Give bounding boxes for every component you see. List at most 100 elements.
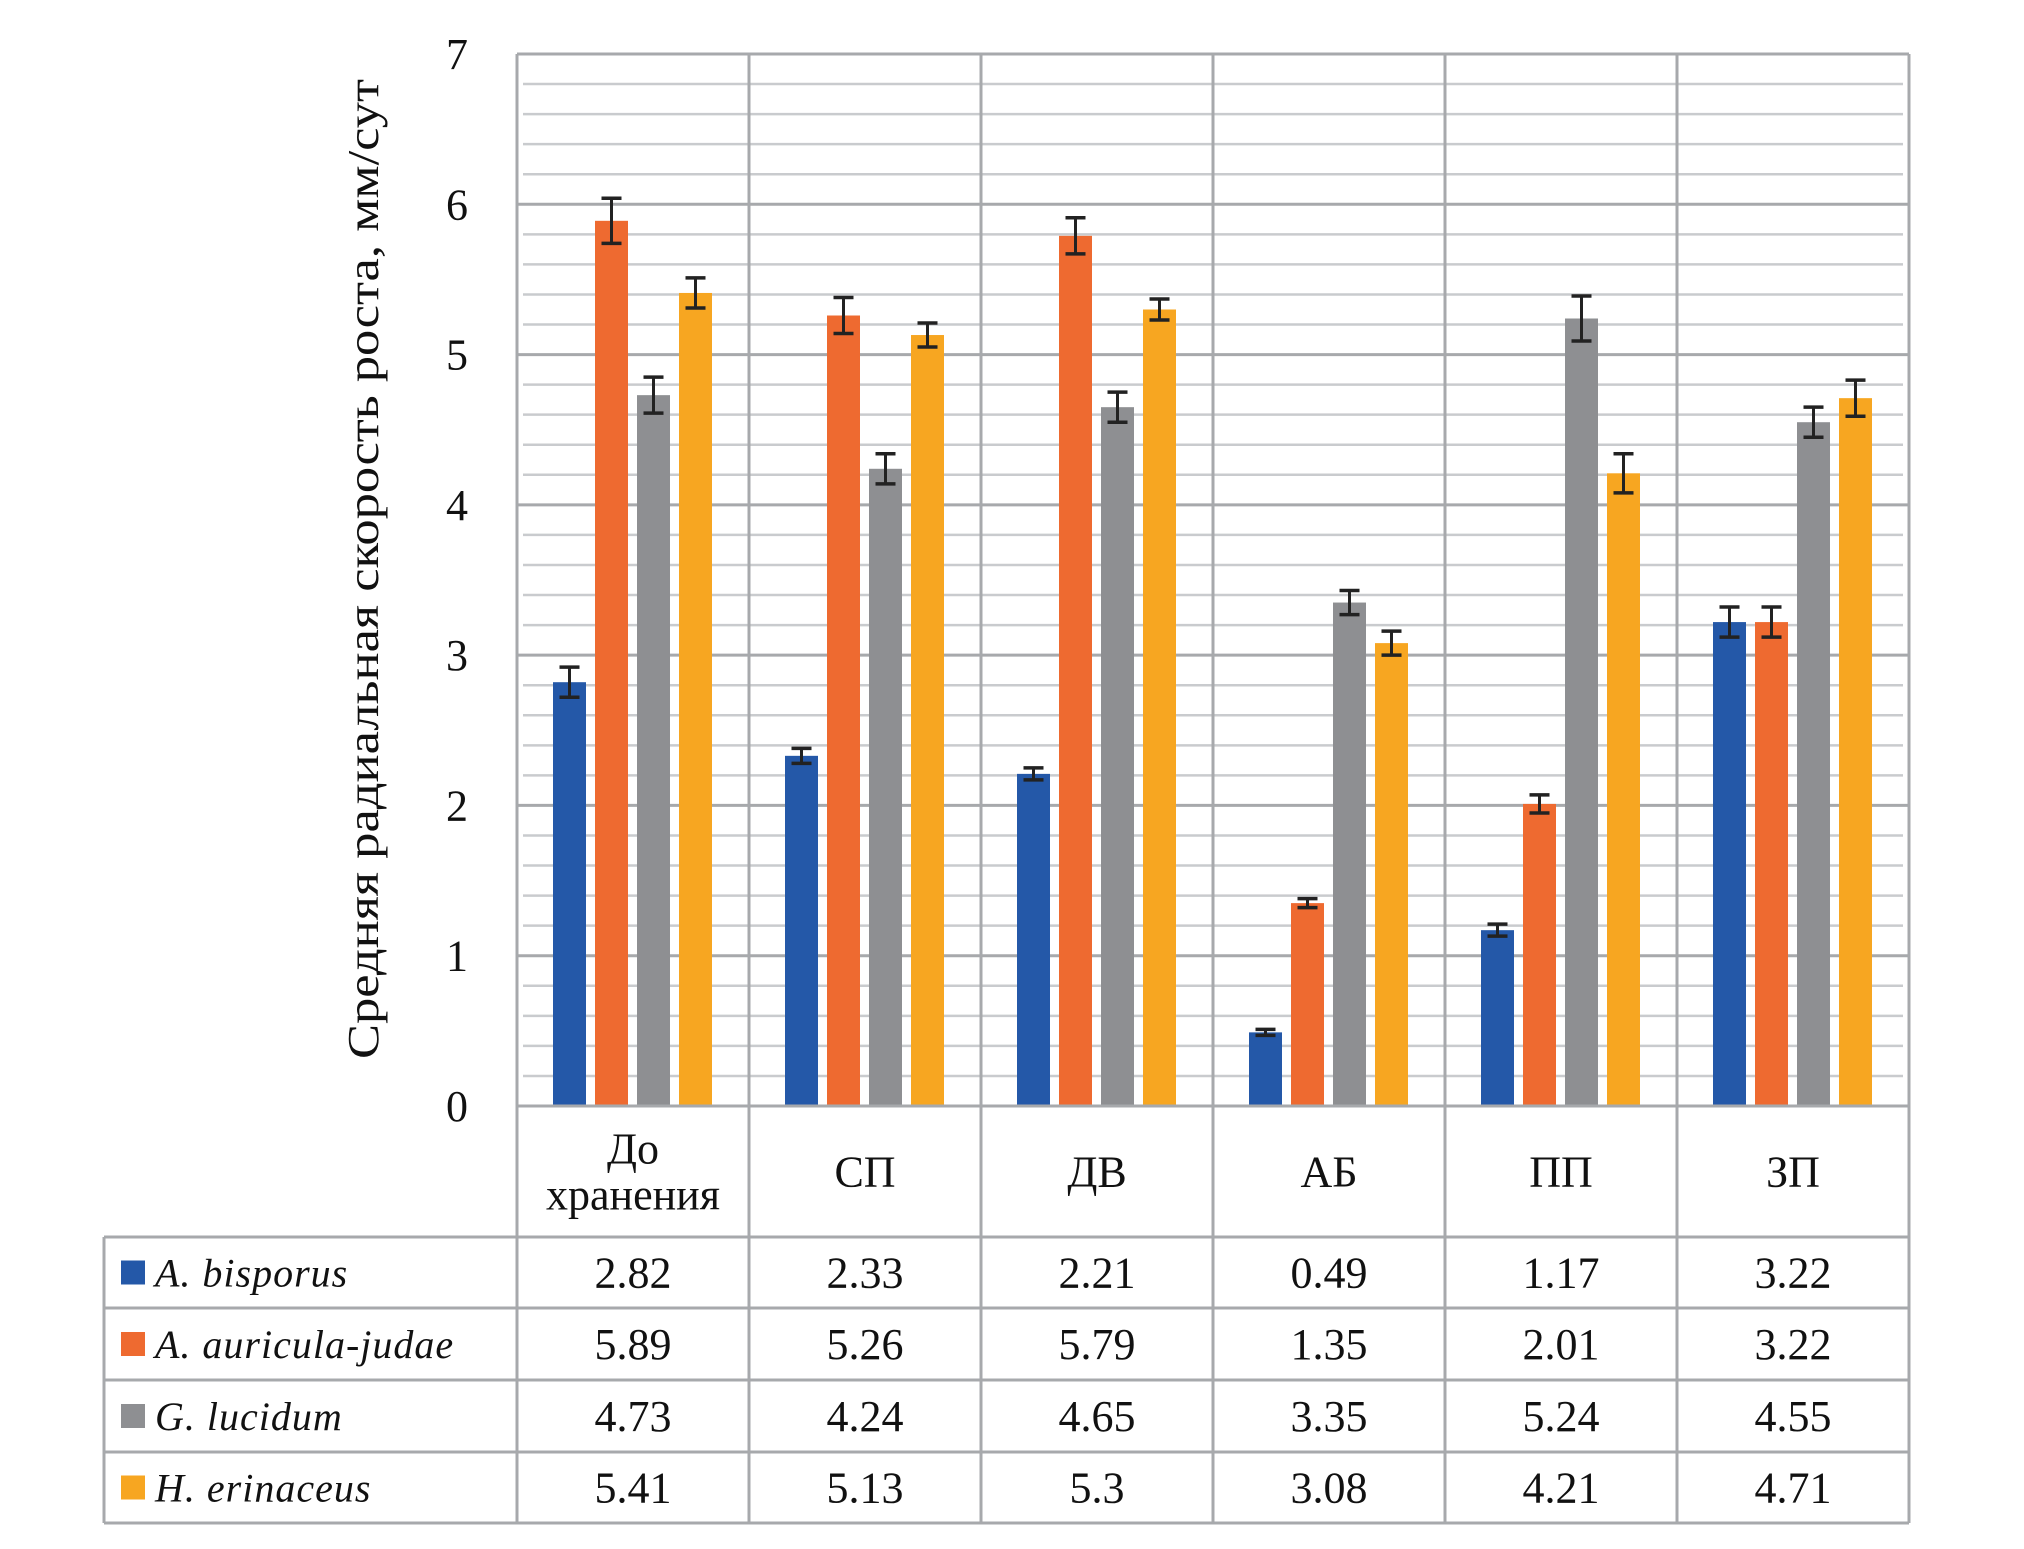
error-bars (559, 196, 1866, 1038)
y-tick-label: 5 (446, 331, 468, 380)
category-label: ПП (1529, 1148, 1593, 1197)
table-cell-value: 3.22 (1755, 1249, 1832, 1298)
error-bar (833, 295, 854, 336)
bar-4-5 (1607, 473, 1640, 1107)
bar-4-3 (1143, 309, 1176, 1106)
table-cell-value: 2.21 (1059, 1249, 1136, 1298)
legend-swatch-icon (121, 1404, 145, 1428)
grid (515, 52, 1911, 1523)
table-cell-value: 5.24 (1523, 1392, 1600, 1441)
error-bar (1381, 629, 1402, 657)
y-tick-label: 7 (446, 30, 468, 79)
bar-3-1 (637, 395, 670, 1106)
table-cell-value: 4.55 (1755, 1392, 1832, 1441)
bar-1-1 (553, 682, 586, 1106)
error-bar (1803, 405, 1824, 439)
legend-label: A. bisporus (152, 1251, 348, 1296)
table-cell-value: 5.3 (1070, 1464, 1125, 1513)
legend-swatch-icon (121, 1332, 145, 1356)
bar-3-4 (1333, 602, 1366, 1106)
legend-label: G. lucidum (155, 1394, 343, 1439)
error-bar (685, 276, 706, 310)
bar-1-5 (1481, 930, 1514, 1106)
error-bar (1529, 793, 1550, 815)
table-cell-value: 2.33 (827, 1249, 904, 1298)
bar-3-2 (869, 468, 902, 1106)
category-label: хранения (546, 1171, 720, 1220)
table-cell-value: 2.82 (595, 1249, 672, 1298)
y-axis-title: Средняя радиальная скорость роста, мм/су… (339, 79, 388, 1059)
error-bar (791, 746, 812, 766)
error-bar (1149, 297, 1170, 322)
y-tick-label: 6 (446, 180, 468, 229)
legend-label: A. auricula-judae (152, 1322, 454, 1367)
table-cell-value: 3.35 (1291, 1392, 1368, 1441)
error-bar (559, 665, 580, 699)
legend-swatch-icon (121, 1475, 145, 1500)
error-bar (917, 321, 938, 349)
table-cell-value: 5.41 (595, 1464, 672, 1513)
category-label: СП (834, 1148, 895, 1197)
category-label: ДВ (1067, 1148, 1126, 1197)
table-cell-value: 0.49 (1291, 1249, 1368, 1298)
bar-3-6 (1797, 422, 1830, 1106)
bar-3-3 (1101, 407, 1134, 1107)
table-cell-value: 5.26 (827, 1320, 904, 1369)
table-cell-value: 3.08 (1291, 1464, 1368, 1513)
table-cell-value: 5.13 (827, 1464, 904, 1513)
error-bar (643, 375, 664, 415)
category-label: ЗП (1766, 1148, 1820, 1197)
y-tick-label: 4 (446, 481, 468, 530)
error-bar (1613, 452, 1634, 495)
bar-1-2 (785, 755, 818, 1106)
table-cell-value: 4.21 (1523, 1464, 1600, 1513)
error-bar (601, 196, 622, 246)
table-cell-value: 1.35 (1291, 1320, 1368, 1369)
table-cell-value: 1.17 (1523, 1249, 1600, 1298)
bar-2-6 (1755, 622, 1788, 1106)
table-cell-value: 2.01 (1523, 1320, 1600, 1369)
error-bar (1761, 605, 1782, 639)
bar-1-4 (1249, 1032, 1282, 1106)
y-axis: Средняя радиальная скорость роста, мм/су… (339, 30, 468, 1131)
error-bar (1339, 588, 1360, 617)
category-label: До (607, 1125, 659, 1174)
error-bar (1255, 1027, 1276, 1038)
bar-1-6 (1713, 622, 1746, 1106)
category-label: АБ (1300, 1148, 1357, 1197)
table-cell-value: 5.79 (1059, 1320, 1136, 1369)
bar-1-3 (1017, 773, 1050, 1106)
y-tick-label: 0 (446, 1082, 468, 1131)
table-cell-value: 5.89 (595, 1320, 672, 1369)
error-bar (875, 452, 896, 486)
bar-4-1 (679, 292, 712, 1106)
error-bar (1297, 896, 1318, 910)
bar-4-2 (911, 335, 944, 1106)
y-tick-label: 1 (446, 932, 468, 981)
error-bar (1065, 216, 1086, 256)
table-cell-value: 4.24 (827, 1392, 904, 1441)
y-tick-label: 3 (446, 631, 468, 680)
bar-2-4 (1291, 903, 1324, 1106)
bar-3-5 (1565, 318, 1598, 1106)
bars (553, 220, 1872, 1107)
error-bar (1107, 390, 1128, 424)
error-bar (1845, 378, 1866, 418)
legend-swatch-icon (121, 1260, 145, 1285)
table-cell-value: 4.73 (595, 1392, 672, 1441)
error-bar (1023, 766, 1044, 782)
bar-2-2 (827, 315, 860, 1106)
error-bar (1487, 922, 1508, 938)
table-cell-value: 4.65 (1059, 1392, 1136, 1441)
error-bar (1571, 294, 1592, 343)
error-bar (1719, 605, 1740, 639)
table-cell-value: 4.71 (1755, 1464, 1832, 1513)
table-cell-value: 3.22 (1755, 1320, 1832, 1369)
bar-2-3 (1059, 235, 1092, 1107)
bar-2-1 (595, 220, 628, 1106)
y-tick-label: 2 (446, 781, 468, 830)
bar-2-5 (1523, 803, 1556, 1106)
bar-4-4 (1375, 643, 1408, 1106)
